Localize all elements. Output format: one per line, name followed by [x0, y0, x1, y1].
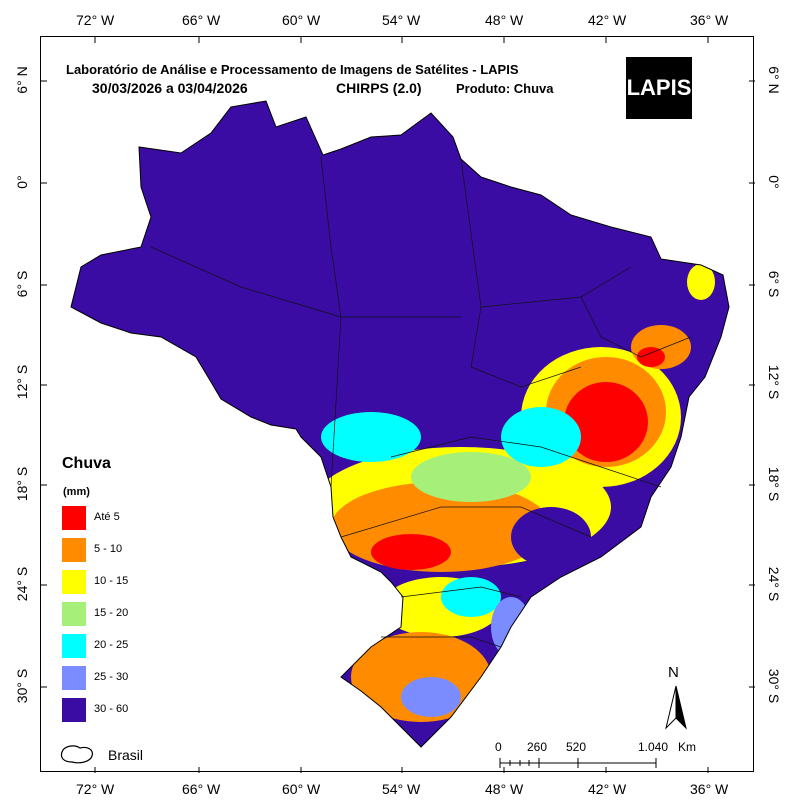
legend-item: 10 - 15	[62, 570, 172, 594]
lat-label-right: 6° S	[766, 270, 782, 298]
legend-label: 5 - 10	[94, 543, 123, 555]
lon-label-top: 54° W	[382, 12, 421, 28]
legend-swatch	[62, 634, 86, 658]
lat-label-right: 6° N	[766, 66, 782, 94]
lat-label-right: 18° S	[766, 466, 782, 502]
north-arrow-icon	[665, 685, 687, 730]
lon-label-top: 66° W	[182, 12, 221, 28]
rainfall-raster	[71, 101, 729, 747]
legend-swatch	[62, 538, 86, 562]
legend-item: 15 - 20	[62, 602, 172, 626]
lat-label-right: 24° S	[766, 566, 782, 602]
map-title: Laboratório de Análise e Processamento d…	[66, 62, 519, 77]
lon-label-bottom: 36° W	[690, 781, 729, 797]
lat-label-right: 30° S	[766, 668, 782, 704]
legend-item: 5 - 10	[62, 538, 172, 562]
map-frame	[40, 36, 755, 773]
legend-item: 20 - 25	[62, 634, 172, 658]
legend-label: 20 - 25	[94, 639, 129, 651]
lon-label-top: 60° W	[282, 12, 321, 28]
lon-label-top: 36° W	[690, 12, 729, 28]
legend-unit: (mm)	[63, 486, 90, 498]
lat-label-left: 24° S	[14, 566, 30, 602]
scale-label: 1.040	[638, 740, 669, 754]
lat-label-left: 0°	[14, 175, 30, 189]
legend-swatch	[62, 506, 86, 530]
lon-label-bottom: 60° W	[282, 781, 321, 797]
brasil-legend-label: Brasil	[108, 747, 144, 763]
lon-label-bottom: 42° W	[588, 781, 627, 797]
lon-label-top: 72° W	[76, 12, 115, 28]
legend-item: 30 - 60	[62, 698, 172, 722]
lat-label-left: 6° N	[14, 66, 30, 94]
lon-label-top: 48° W	[485, 12, 524, 28]
lon-label-bottom: 72° W	[76, 781, 115, 797]
legend-swatch	[62, 666, 86, 690]
legend-swatch	[62, 570, 86, 594]
date-range: 30/03/2026 a 03/04/2026	[92, 80, 248, 96]
legend-label: 30 - 60	[94, 703, 129, 715]
lat-label-left: 30° S	[14, 668, 30, 704]
legend-item: 25 - 30	[62, 666, 172, 690]
scale-label: 520	[566, 740, 587, 754]
state-boundaries	[150, 156, 692, 648]
brazil-outline	[70, 100, 730, 748]
lon-label-bottom: 66° W	[182, 781, 221, 797]
lon-label-bottom: 48° W	[485, 781, 524, 797]
lat-label-right: 12° S	[766, 364, 782, 400]
product-label: Produto: Chuva	[456, 81, 554, 96]
scale-label: 0	[495, 740, 502, 754]
legend-item: Até 5	[62, 506, 172, 530]
brazil-rainfall-map	[41, 37, 755, 773]
lat-label-right: 0°	[766, 175, 782, 189]
north-label: N	[668, 664, 679, 681]
lon-label-top: 42° W	[588, 12, 627, 28]
legend-label: 15 - 20	[94, 607, 129, 619]
lapis-logo: LAPIS	[626, 57, 692, 119]
legend-label: 25 - 30	[94, 671, 129, 683]
scale-unit: Km	[678, 740, 696, 754]
legend-label: 10 - 15	[94, 575, 129, 587]
legend-title: Chuva	[62, 455, 111, 472]
brazil-outline-icon	[60, 745, 93, 764]
legend-swatch	[62, 698, 86, 722]
lon-label-bottom: 54° W	[382, 781, 421, 797]
lat-label-left: 18° S	[14, 466, 30, 502]
scale-bar	[499, 758, 657, 768]
lat-label-left: 12° S	[14, 364, 30, 400]
scale-label: 260	[527, 740, 548, 754]
legend-label: Até 5	[94, 511, 120, 523]
legend-swatch	[62, 602, 86, 626]
lat-label-left: 6° S	[14, 270, 30, 298]
dataset-label: CHIRPS (2.0)	[336, 80, 422, 96]
